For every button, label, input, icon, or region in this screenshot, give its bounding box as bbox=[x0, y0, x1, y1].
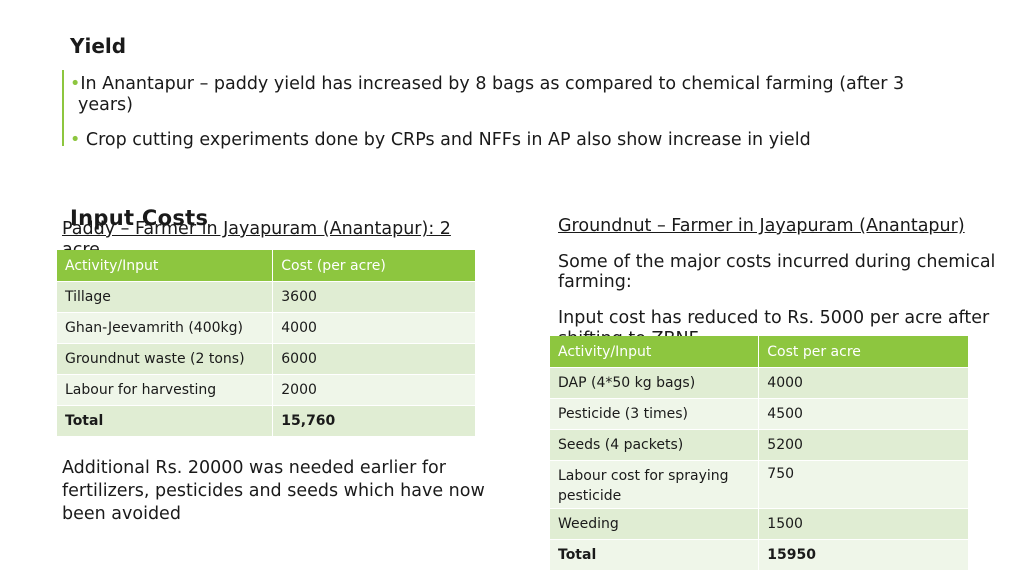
table-cell-activity: Seeds (4 packets) bbox=[550, 429, 760, 461]
table-header-row: Activity/Input Cost per acre bbox=[550, 336, 969, 368]
paddy-heading-suffix: : 2 bbox=[428, 219, 451, 239]
column-header-cost: Cost (per acre) bbox=[272, 250, 476, 282]
table-row: Pesticide (3 times) 4500 bbox=[550, 398, 969, 430]
yield-bullet-1: •In Anantapur – paddy yield has increase… bbox=[70, 74, 930, 116]
yield-title: Yield bbox=[70, 34, 127, 58]
groundnut-heading: Groundnut – Farmer in Jayapuram (Anantap… bbox=[558, 216, 965, 236]
yield-bullet-1-line1: In Anantapur – paddy yield has increased… bbox=[80, 74, 905, 94]
table-cell-activity: Labour for harvesting bbox=[57, 374, 274, 406]
column-header-cost: Cost per acre bbox=[758, 336, 969, 368]
table-header-row: Activity/Input Cost (per acre) bbox=[57, 250, 476, 282]
table-cell-activity: Labour cost for spraying pesticide bbox=[550, 460, 760, 509]
groundnut-input-cost-text: Input cost has reduced to Rs. 5000 per a… bbox=[558, 308, 990, 338]
table-cell-activity: Groundnut waste (2 tons) bbox=[57, 343, 274, 375]
paddy-heading-text: Paddy – Farmer in Jayapuram (Anantapur) bbox=[62, 219, 429, 239]
table-row: Ghan-Jeevamrith (400kg) 4000 bbox=[57, 312, 476, 344]
yield-bullet-1-line2: years) bbox=[78, 95, 133, 115]
table-cell-cost: 4000 bbox=[758, 367, 969, 399]
table-total-row: Total 15950 bbox=[550, 539, 969, 570]
table-cell-cost: 3600 bbox=[272, 281, 476, 313]
paddy-additional-note: Additional Rs. 20000 was needed earlier … bbox=[62, 458, 485, 524]
groundnut-cost-table: Activity/Input Cost per acre DAP (4*50 k… bbox=[550, 336, 969, 570]
table-cell-cost: 2000 bbox=[272, 374, 476, 406]
table-row: Tillage 3600 bbox=[57, 281, 476, 313]
input-costs-title: Input Costs bbox=[70, 206, 209, 230]
table-total-row: Total 15,760 bbox=[57, 405, 476, 436]
table-row: Seeds (4 packets) 5200 bbox=[550, 429, 969, 461]
table-row: Groundnut waste (2 tons) 6000 bbox=[57, 343, 476, 375]
paddy-cost-table: Activity/Input Cost (per acre) Tillage 3… bbox=[57, 250, 476, 436]
table-cell-cost: 4500 bbox=[758, 398, 969, 430]
paddy-heading: Paddy – Farmer in Jayapuram (Anantapur):… bbox=[62, 219, 482, 243]
table-cell-cost: 1500 bbox=[758, 508, 969, 540]
table-row: Labour cost for spraying pesticide 750 bbox=[550, 460, 969, 509]
bullet-dot-icon: • bbox=[70, 74, 81, 94]
table-row: DAP (4*50 kg bags) 4000 bbox=[550, 367, 969, 399]
paddy-heading-continuation: acre bbox=[62, 240, 100, 250]
table-row: Labour for harvesting 2000 bbox=[57, 374, 476, 406]
yield-bullet-2: • Crop cutting experiments done by CRPs … bbox=[70, 130, 930, 151]
table-cell-cost: 6000 bbox=[272, 343, 476, 375]
table-cell-activity: Total bbox=[550, 539, 760, 570]
table-cell-activity: Tillage bbox=[57, 281, 274, 313]
table-cell-activity: Total bbox=[57, 405, 274, 436]
table-cell-cost: 15950 bbox=[758, 539, 969, 570]
table-row: Weeding 1500 bbox=[550, 508, 969, 540]
bullet-dot-icon: • bbox=[70, 130, 81, 150]
column-header-activity: Activity/Input bbox=[550, 336, 760, 368]
table-cell-activity: Weeding bbox=[550, 508, 760, 540]
yield-bullet-2-text: Crop cutting experiments done by CRPs an… bbox=[80, 130, 811, 150]
column-header-activity: Activity/Input bbox=[57, 250, 274, 282]
table-cell-activity: Ghan-Jeevamrith (400kg) bbox=[57, 312, 274, 344]
table-cell-activity: Pesticide (3 times) bbox=[550, 398, 760, 430]
yield-accent-bar bbox=[62, 70, 64, 146]
table-cell-cost: 4000 bbox=[272, 312, 476, 344]
table-cell-cost: 750 bbox=[758, 460, 969, 509]
table-cell-activity: DAP (4*50 kg bags) bbox=[550, 367, 760, 399]
table-cell-cost: 5200 bbox=[758, 429, 969, 461]
table-cell-cost: 15,760 bbox=[272, 405, 476, 436]
groundnut-major-costs-text: Some of the major costs incurred during … bbox=[558, 252, 996, 292]
